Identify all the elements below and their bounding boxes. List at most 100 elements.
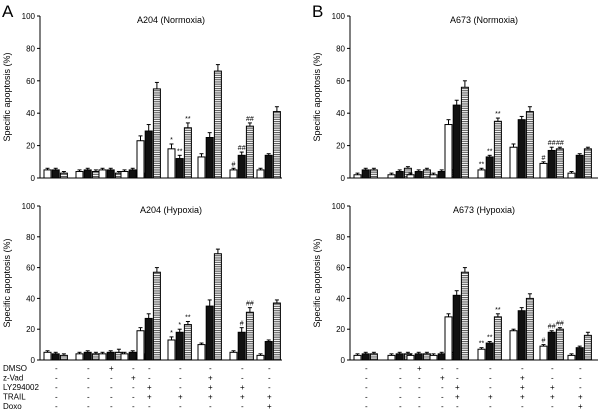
significance-mark: ** bbox=[487, 148, 493, 155]
condition-cell: + bbox=[147, 393, 152, 402]
y-tick-label: 0 bbox=[31, 174, 36, 183]
condition-cell: + bbox=[440, 374, 445, 383]
bar-black bbox=[175, 158, 184, 179]
condition-cell: - bbox=[148, 374, 151, 383]
bar-striped bbox=[493, 120, 502, 179]
condition-cell: + bbox=[208, 374, 213, 383]
condition-cell: - bbox=[365, 402, 368, 411]
bar-black bbox=[395, 171, 404, 179]
condition-cell: + bbox=[520, 374, 525, 383]
condition-cell: + bbox=[550, 383, 555, 392]
bar-striped bbox=[422, 169, 431, 179]
condition-row-ly294002: LY294002 - - - - + - + + - - - - - + - + + - bbox=[3, 383, 582, 392]
bar-black bbox=[361, 353, 370, 361]
bar-black bbox=[51, 353, 60, 361]
bar-striped bbox=[460, 86, 469, 179]
condition-cell: - bbox=[456, 402, 459, 411]
bar-striped bbox=[59, 172, 68, 179]
y-tick-label: 60 bbox=[336, 264, 345, 273]
significance-mark: * bbox=[178, 322, 181, 329]
condition-cell: - bbox=[209, 364, 212, 373]
bar-white bbox=[509, 146, 518, 179]
condition-row-trail: TRAIL - - - - + + + + + - - - - + + + + + bbox=[3, 393, 583, 402]
condition-cell: - bbox=[551, 402, 554, 411]
condition-row-doxo: Doxo - - - - - - - - + - - - - - - - - + bbox=[3, 402, 583, 411]
y-tick-label: 80 bbox=[336, 44, 345, 53]
condition-table: DMSO - - + - - - - - - - - + - - - - - -z-Vad - - - + - - + - - - - - +… bbox=[3, 364, 583, 411]
bar-striped bbox=[555, 328, 564, 361]
significance-mark: ** bbox=[487, 335, 493, 342]
condition-cell: - bbox=[179, 374, 182, 383]
chart-panel-2: 0 20 40 60 80 100 Specific apoptosis (%) A204 (… bbox=[2, 202, 282, 365]
bar-white bbox=[229, 169, 238, 179]
condition-cell: + bbox=[417, 364, 422, 373]
bar-black bbox=[175, 331, 184, 361]
bar-white bbox=[387, 174, 396, 179]
chart-title: A204 (Normoxia) bbox=[137, 15, 205, 25]
y-tick-label: 100 bbox=[22, 12, 36, 21]
bar-striped bbox=[525, 297, 534, 361]
bar-white bbox=[120, 353, 129, 361]
condition-cell: + bbox=[109, 364, 114, 373]
condition-cell: - bbox=[110, 393, 113, 402]
y-tick-label: 100 bbox=[332, 12, 346, 21]
bar-black bbox=[106, 169, 115, 179]
condition-cell: + bbox=[520, 383, 525, 392]
significance-mark: ** bbox=[177, 148, 183, 155]
condition-cell: - bbox=[456, 374, 459, 383]
condition-cell: + bbox=[147, 383, 152, 392]
condition-cell: + bbox=[550, 393, 555, 402]
bar-white bbox=[444, 124, 453, 179]
bar-white bbox=[167, 339, 176, 361]
bar-black bbox=[575, 154, 584, 179]
condition-cell: + bbox=[455, 383, 460, 392]
bar-striped bbox=[583, 148, 592, 179]
bar-striped bbox=[272, 111, 281, 179]
condition-cell: - bbox=[148, 364, 151, 373]
condition-cell: + bbox=[178, 393, 183, 402]
significance-mark: ** bbox=[185, 315, 191, 322]
condition-cell: + bbox=[520, 393, 525, 402]
bar-white bbox=[43, 169, 52, 179]
bar-striped bbox=[460, 271, 469, 361]
condition-cell: - bbox=[110, 383, 113, 392]
significance-mark: ## bbox=[548, 324, 556, 331]
condition-cell: - bbox=[399, 402, 402, 411]
bar-white bbox=[353, 354, 362, 361]
condition-cell: - bbox=[87, 393, 90, 402]
bar-white bbox=[229, 351, 238, 361]
y-tick-label: 80 bbox=[26, 233, 35, 242]
condition-cell: - bbox=[209, 402, 212, 411]
condition-cell: + bbox=[267, 402, 272, 411]
condition-cell: - bbox=[268, 364, 271, 373]
bar-white bbox=[43, 351, 52, 361]
y-tick-label: 0 bbox=[31, 356, 36, 365]
bar-black bbox=[414, 353, 423, 361]
condition-cell: - bbox=[179, 364, 182, 373]
bar-black bbox=[361, 169, 370, 179]
chart-title: A673 (Normoxia) bbox=[450, 15, 518, 25]
y-tick-label: 40 bbox=[336, 109, 345, 118]
y-axis-title: Specific apoptosis (%) bbox=[2, 52, 12, 141]
condition-cell: + bbox=[455, 393, 460, 402]
bar-black bbox=[128, 351, 137, 361]
y-tick-label: 0 bbox=[341, 356, 346, 365]
condition-cell: - bbox=[489, 402, 492, 411]
y-axis-title: Specific apoptosis (%) bbox=[312, 238, 322, 327]
condition-cell: + bbox=[208, 393, 213, 402]
y-tick-label: 60 bbox=[26, 77, 35, 86]
chart-title: A673 (Hypoxia) bbox=[453, 205, 515, 215]
bar-white bbox=[539, 162, 548, 179]
condition-cell: - bbox=[55, 393, 58, 402]
condition-cell: - bbox=[241, 364, 244, 373]
chart-panel-1: 0 20 40 60 80 100 Specific apoptosis (%) A673 (… bbox=[312, 12, 598, 183]
condition-cell: - bbox=[55, 383, 58, 392]
chart-panel-3: 0 20 40 60 80 100 Specific apoptosis (%) A673 (… bbox=[312, 202, 598, 365]
bar-striped bbox=[369, 353, 378, 361]
bar-striped bbox=[555, 148, 564, 179]
condition-cell: + bbox=[488, 393, 493, 402]
bar-striped bbox=[369, 169, 378, 179]
panel-letter-b: B bbox=[312, 2, 323, 21]
bar-striped bbox=[272, 302, 281, 361]
